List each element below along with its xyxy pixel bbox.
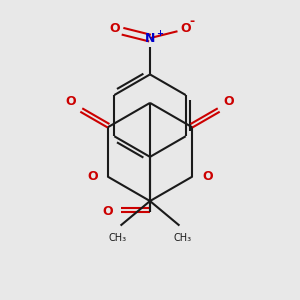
Text: CH₃: CH₃ [109,233,127,243]
Text: O: O [66,95,76,108]
Text: -: - [189,15,194,28]
Text: O: O [224,95,234,108]
Text: CH₃: CH₃ [173,233,191,243]
Text: O: O [102,205,113,218]
Text: O: O [87,170,98,183]
Text: O: O [109,22,120,35]
Text: O: O [180,22,191,35]
Text: O: O [202,170,213,183]
Text: N: N [145,32,155,45]
Text: +: + [156,29,163,38]
